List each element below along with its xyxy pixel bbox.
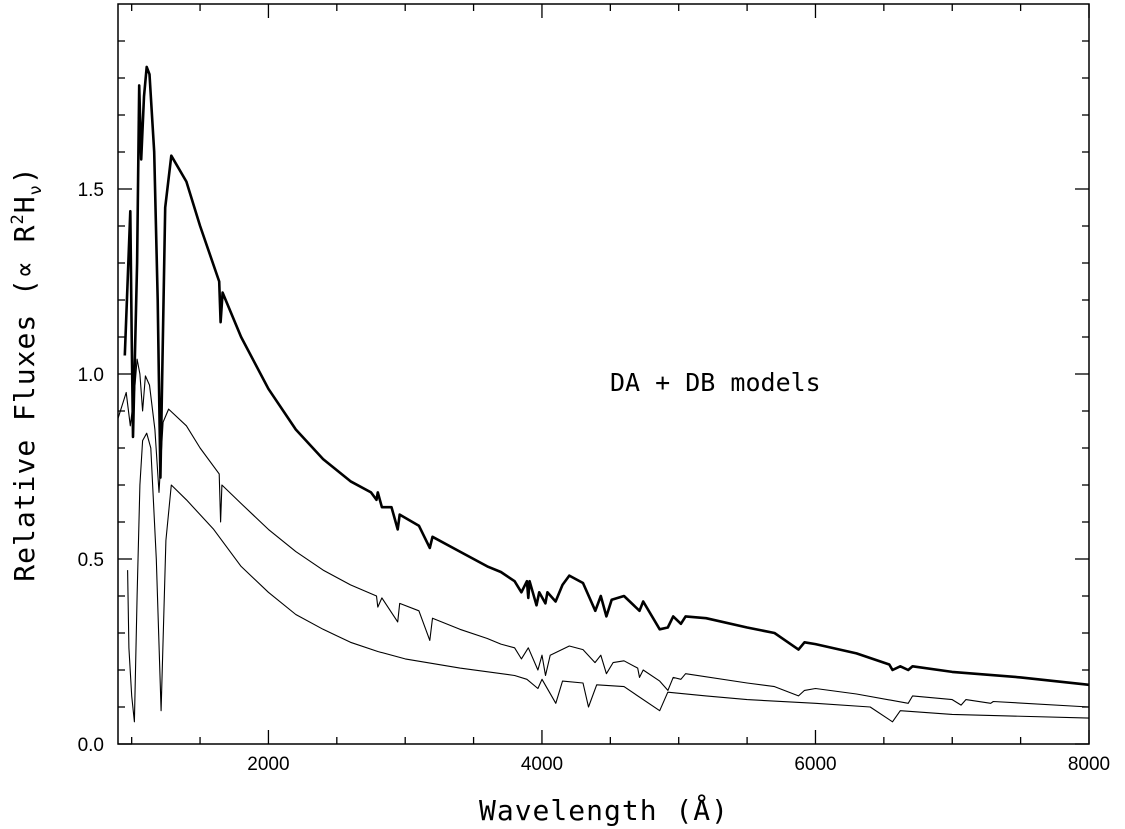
chart-annotation: DA + DB models — [610, 368, 821, 397]
series-line-2 — [117, 358, 1090, 708]
y-tick-label: 1.5 — [78, 180, 104, 201]
series-line-3 — [127, 432, 1090, 723]
y-axis-label: Relative Fluxes (∝ R2Hν) — [8, 166, 46, 581]
series-line-1 — [123, 65, 1090, 687]
x-tick-label: 6000 — [794, 754, 836, 775]
y-tick-label: 0.5 — [78, 550, 104, 571]
y-tick-label: 0.0 — [78, 735, 104, 756]
axis-ticks — [118, 4, 1090, 745]
plot-frame — [117, 3, 1090, 745]
y-tick-label: 1.0 — [78, 365, 104, 386]
axis-tick-labels: 2000 4000 6000 8000 0.0 0.5 1.0 1.5 — [78, 180, 1111, 775]
x-tick-label: 4000 — [521, 754, 563, 775]
x-tick-label: 2000 — [247, 754, 289, 775]
x-tick-label: 8000 — [1068, 754, 1110, 775]
series-layer — [117, 65, 1090, 723]
x-axis-label: Wavelength (Å) — [479, 793, 729, 827]
